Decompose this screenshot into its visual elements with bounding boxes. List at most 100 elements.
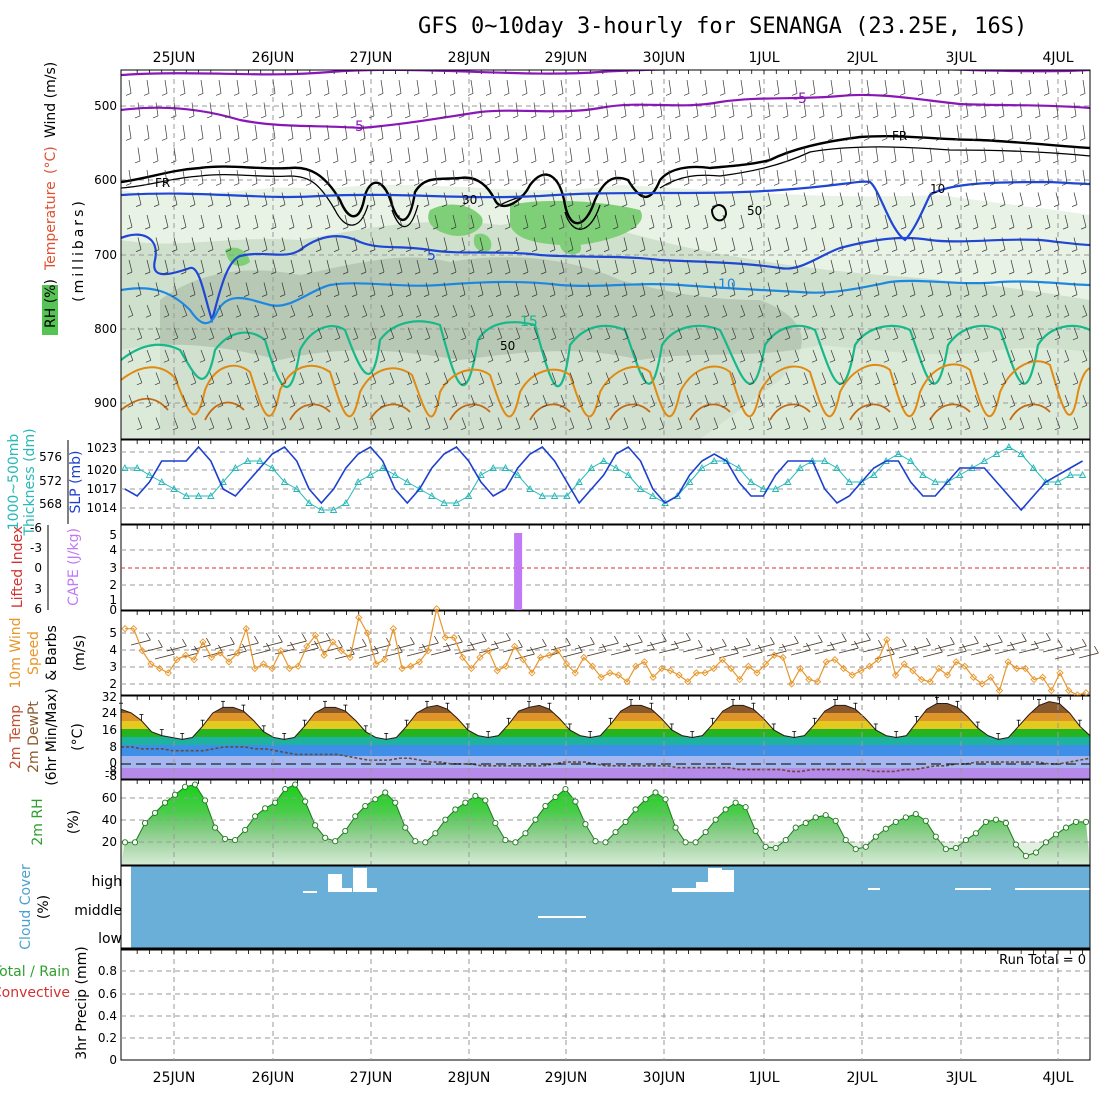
wind-barb-upper xyxy=(551,372,557,383)
wind-barb-upper-flag xyxy=(908,115,915,119)
wind-barb-upper-flag xyxy=(622,337,629,341)
wind-barb-upper-flag xyxy=(692,115,699,119)
wind-barb-upper xyxy=(695,282,700,295)
thickness-point xyxy=(477,471,485,478)
wind-barb-flag xyxy=(1082,638,1087,647)
cloud-bars xyxy=(303,868,1090,918)
wind-barb-upper xyxy=(398,79,402,94)
wind-barb-upper-flag xyxy=(1070,160,1077,164)
wind-barb-upper xyxy=(965,192,970,205)
wind-barb-upper xyxy=(677,192,682,205)
rh-point xyxy=(462,799,469,806)
wind-barb-upper-flag xyxy=(640,382,647,386)
wind-barb xyxy=(634,648,655,655)
wind-barb-upper xyxy=(605,102,609,116)
wind-barb-upper-flag xyxy=(640,337,647,341)
wind-barb-upper xyxy=(317,282,322,295)
wind-barb-upper xyxy=(443,237,448,250)
rh-point xyxy=(952,844,959,852)
wind-barb-upper-flag xyxy=(739,315,746,318)
wind-barb-upper-flag xyxy=(746,160,753,164)
wind-barb-upper-flag xyxy=(999,294,1006,297)
wind-barb-upper-flag xyxy=(602,160,609,164)
wind-barb-upper-flag xyxy=(810,271,817,275)
wind-barb-upper xyxy=(1082,349,1088,361)
wind-barb-upper xyxy=(929,147,933,161)
wind-point xyxy=(891,671,900,679)
date-label-bottom: 25JUN xyxy=(153,1070,196,1086)
wind-barb-upper xyxy=(254,169,258,184)
wind-barb-upper xyxy=(578,79,582,94)
wind-barb-upper-flag xyxy=(801,294,808,297)
wind-barb-upper xyxy=(785,282,790,295)
wind-barb-upper-flag xyxy=(298,427,305,431)
rh-point xyxy=(542,803,549,810)
wind-barb-upper xyxy=(245,417,251,428)
rh-point xyxy=(151,809,159,816)
wind-barb-upper xyxy=(659,372,665,383)
wind-barb-upper xyxy=(830,304,836,316)
thickness-point xyxy=(673,492,682,499)
date-label-top: 4JUL xyxy=(1042,50,1073,66)
wind-barb-upper xyxy=(497,417,503,428)
wind-barb-upper xyxy=(182,349,188,361)
wind-barb-upper-flag xyxy=(946,337,953,341)
wind-point xyxy=(190,655,198,664)
wind-barb-upper xyxy=(362,349,368,361)
wind-barb-upper-flag xyxy=(1000,427,1007,431)
wind-barb-upper-flag xyxy=(469,360,476,363)
wind-barb-upper-flag xyxy=(415,405,422,408)
wind-barb-upper-flag xyxy=(172,382,179,386)
wind-barb-upper xyxy=(155,282,160,295)
wind-point xyxy=(285,664,294,673)
wind-barb-upper xyxy=(407,327,413,338)
wind-barb-upper-flag xyxy=(819,204,826,207)
wind-barb-upper-flag xyxy=(540,226,547,230)
wind-barb-upper-flag xyxy=(998,160,1005,164)
wind-barb-upper-flag xyxy=(224,160,231,164)
wind-barb-upper-flag xyxy=(782,160,789,164)
wind-barb-upper xyxy=(398,259,403,273)
wind-point xyxy=(961,662,969,670)
wind-barb-upper xyxy=(830,169,834,184)
wind-barb-upper xyxy=(1037,192,1042,205)
wind-barb-upper xyxy=(911,192,916,205)
wind-barb xyxy=(886,645,907,652)
wind-barb-upper-flag xyxy=(593,93,600,96)
thickness-point xyxy=(133,464,141,471)
wind-barb-upper-flag xyxy=(710,115,717,119)
wind-barb-upper-flag xyxy=(809,138,816,141)
wind-barb-upper xyxy=(821,147,825,161)
wind-barb-upper xyxy=(272,304,278,316)
wind-barb-upper-flag xyxy=(621,204,628,207)
wind-barb-upper xyxy=(344,124,348,139)
wind-barb-upper-flag xyxy=(612,226,619,230)
thickness-point xyxy=(489,464,497,471)
wind-barb-upper-flag xyxy=(1079,93,1086,96)
wind-barb-upper xyxy=(1028,79,1032,94)
wind-barb-upper-flag xyxy=(251,183,258,186)
wind-barb xyxy=(514,653,535,660)
wind-barb-upper xyxy=(425,237,430,250)
wind-barb-flag xyxy=(974,635,979,644)
wind-barb-upper-flag xyxy=(496,337,503,341)
rh-point xyxy=(622,818,629,825)
wind-barb-upper-flag xyxy=(478,382,485,386)
wind-barb-upper-flag xyxy=(305,138,312,141)
wind-barb-upper-flag xyxy=(413,93,420,96)
tick-900: 900 xyxy=(94,396,117,410)
wind-point xyxy=(1013,664,1021,673)
wind-barb-flag xyxy=(1046,632,1051,641)
rh-point xyxy=(322,834,329,841)
wind-barb-upper xyxy=(569,147,573,161)
wind-barb-flag xyxy=(494,640,499,649)
rh-point xyxy=(982,818,989,825)
rh-point xyxy=(832,817,839,824)
wind-barb-upper-flag xyxy=(874,427,881,431)
tick-500: 500 xyxy=(94,99,117,113)
rh-point xyxy=(772,844,779,852)
rh-point xyxy=(1022,852,1029,859)
wind-barb-upper-flag xyxy=(325,315,332,318)
wind-barb-upper-flag xyxy=(774,271,781,275)
wind-point xyxy=(1065,686,1073,695)
